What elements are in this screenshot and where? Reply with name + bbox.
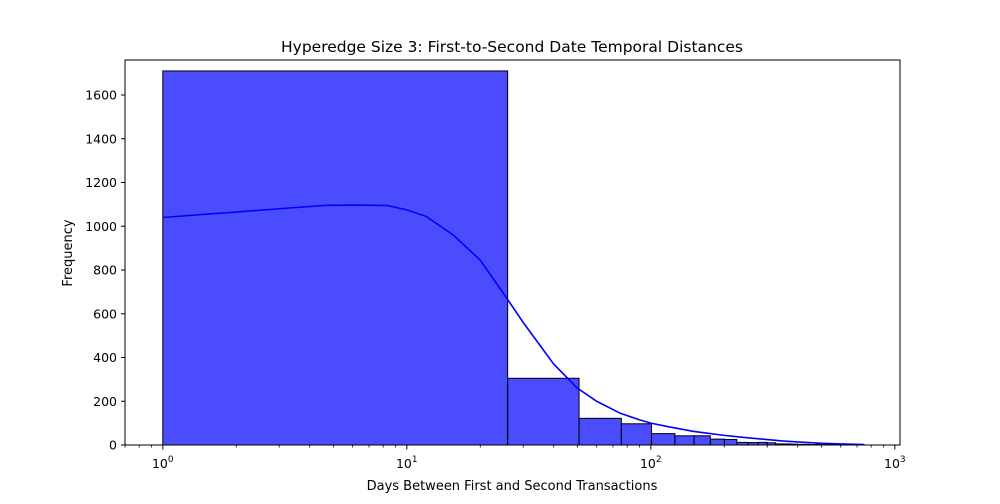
x-tick-label: 103	[884, 455, 906, 471]
y-tick-label: 600	[93, 306, 117, 321]
x-axis: 100 101 102 103	[125, 445, 906, 471]
bars-group	[163, 71, 864, 445]
y-axis: 0 200 400 600 800 1000 1200 1400 1600	[85, 88, 125, 453]
y-tick-label: 400	[93, 350, 117, 365]
y-tick-label: 1200	[85, 175, 117, 190]
x-tick-label: 102	[640, 455, 662, 471]
y-tick-label: 1400	[85, 131, 117, 146]
histogram-bar	[621, 424, 651, 445]
y-tick-label: 200	[93, 394, 117, 409]
histogram-bar	[579, 418, 621, 445]
x-tick-label: 100	[152, 455, 174, 471]
x-axis-label: Days Between First and Second Transactio…	[367, 479, 658, 494]
chart-title: Hyperedge Size 3: First-to-Second Date T…	[281, 38, 743, 56]
histogram-bar	[508, 378, 579, 445]
y-tick-label: 800	[93, 263, 117, 278]
y-tick-label: 1600	[85, 88, 117, 103]
y-axis-label: Frequency	[61, 219, 76, 286]
x-tick-label: 101	[396, 455, 418, 471]
y-tick-label: 1000	[85, 219, 117, 234]
histogram-bar	[694, 436, 710, 445]
histogram-bar	[724, 440, 736, 445]
histogram-bar	[651, 434, 674, 445]
y-tick-label: 0	[109, 438, 117, 453]
histogram-bar	[163, 71, 508, 445]
histogram-bar	[710, 439, 724, 445]
histogram-bar	[675, 436, 694, 445]
